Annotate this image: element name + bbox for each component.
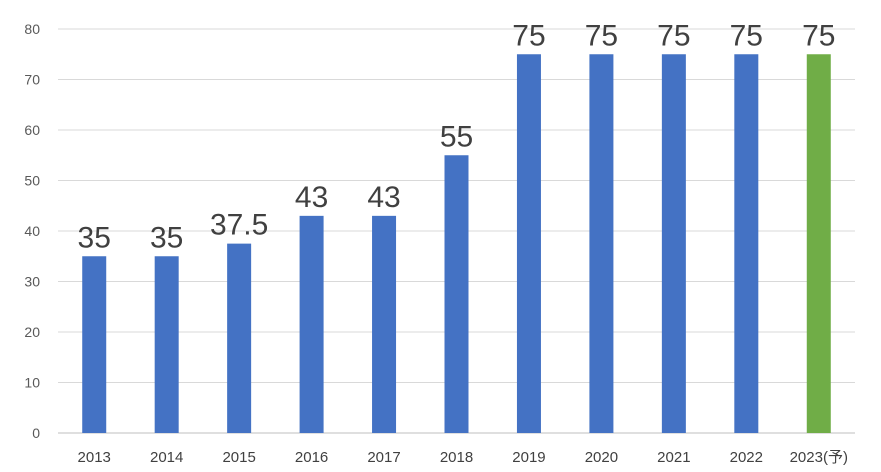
bar-2018 [444, 155, 469, 433]
data-label: 43 [295, 181, 328, 214]
x-tick-label: 2023(予) [790, 449, 848, 466]
y-tick-label: 20 [24, 324, 40, 340]
bar-2021 [661, 54, 686, 433]
bars [82, 54, 831, 433]
y-tick-label: 60 [24, 122, 40, 138]
x-tick-label: 2015 [222, 449, 255, 466]
y-axis-ticks: 0 10 20 30 40 50 60 70 80 [24, 21, 40, 441]
data-label: 75 [512, 19, 545, 52]
bar-2022 [734, 54, 759, 433]
bar-2019 [516, 54, 541, 433]
data-label: 75 [802, 19, 835, 52]
data-label: 75 [585, 19, 618, 52]
y-tick-label: 0 [32, 425, 40, 441]
bar-2013 [82, 256, 107, 433]
bar-2020 [589, 54, 614, 433]
y-tick-label: 50 [24, 173, 40, 189]
data-label: 37.5 [210, 209, 268, 242]
bar-2023(予) [806, 54, 831, 433]
y-tick-label: 80 [24, 21, 40, 37]
x-tick-label: 2017 [367, 449, 400, 466]
y-tick-label: 10 [24, 375, 40, 391]
data-labels: 35 35 37.5 43 43 55 75 75 75 75 75 [78, 19, 836, 254]
x-tick-label: 2020 [585, 449, 618, 466]
data-label: 75 [730, 19, 763, 52]
bar-2015 [227, 243, 252, 433]
x-tick-label: 2013 [78, 449, 111, 466]
x-tick-label: 2014 [150, 449, 183, 466]
x-tick-label: 2018 [440, 449, 473, 466]
bar-2014 [154, 256, 179, 433]
x-tick-label: 2022 [730, 449, 763, 466]
y-tick-label: 30 [24, 274, 40, 290]
x-axis-ticks: 2013 2014 2015 2016 2017 2018 2019 2020 2021 2022… [78, 449, 848, 466]
y-tick-label: 40 [24, 223, 40, 239]
data-label: 35 [150, 221, 183, 254]
bar-2016 [299, 215, 324, 433]
data-label: 35 [78, 221, 111, 254]
data-label: 75 [657, 19, 690, 52]
y-tick-label: 70 [24, 72, 40, 88]
data-label: 43 [367, 181, 400, 214]
x-tick-label: 2019 [512, 449, 545, 466]
x-tick-label: 2021 [657, 449, 690, 466]
x-tick-label: 2016 [295, 449, 328, 466]
data-label: 55 [440, 120, 473, 153]
bar-2017 [372, 215, 397, 433]
